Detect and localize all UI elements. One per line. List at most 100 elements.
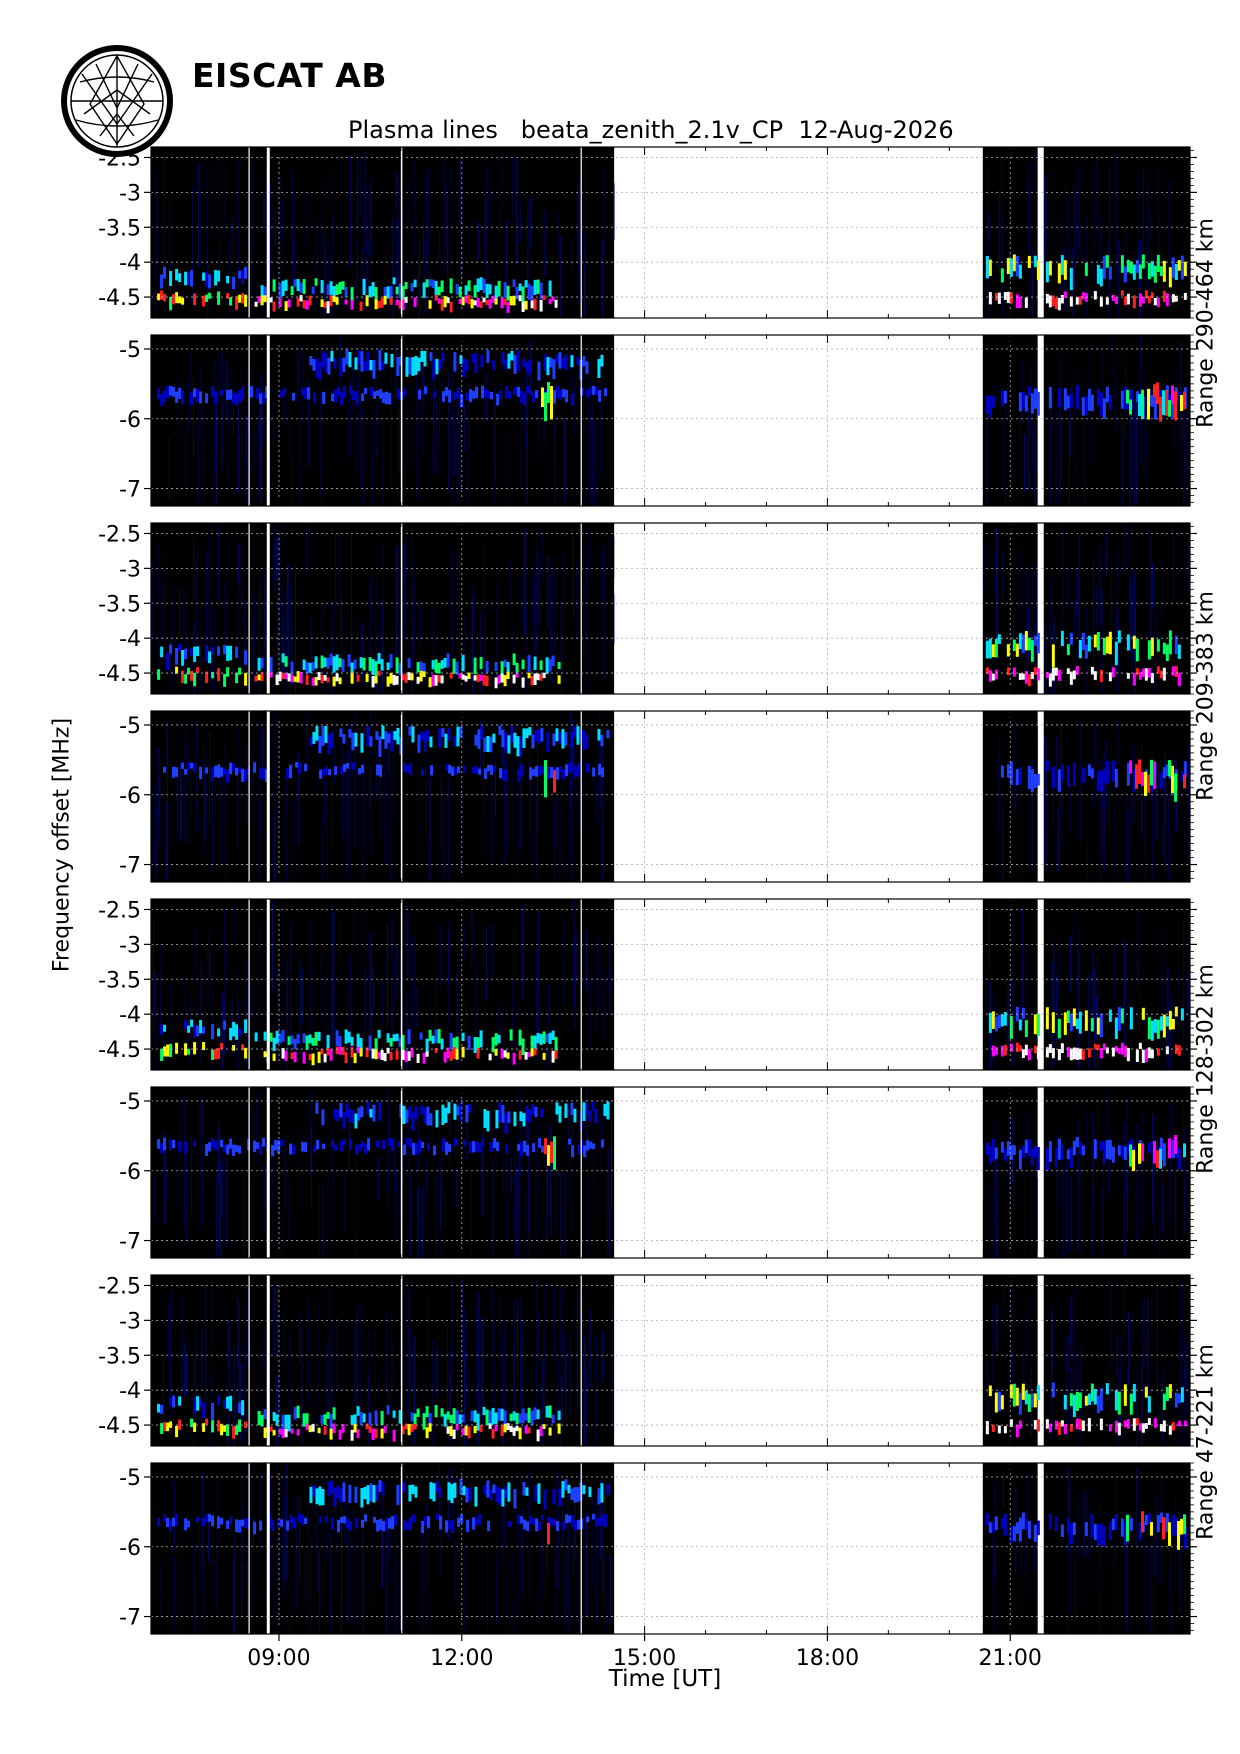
gap-line xyxy=(580,523,582,694)
y-tick-label: -7 xyxy=(119,478,141,503)
gap-line xyxy=(248,1463,250,1634)
range-label-1: Range 290-464 km xyxy=(1193,218,1219,428)
data-block-night xyxy=(1043,1463,1190,1634)
panel-2: -5 -6 -7 xyxy=(119,334,1197,507)
gridlines xyxy=(151,1463,1190,1634)
panel-4: -5 -6 -7 xyxy=(119,710,1197,883)
gap-line xyxy=(400,1275,403,1446)
panel-frame xyxy=(150,710,1191,883)
y-axis-label: Frequency offset [MHz] xyxy=(49,717,75,973)
background-streaks xyxy=(155,147,1170,318)
gap-line xyxy=(400,1463,403,1634)
gap-line xyxy=(580,899,582,1070)
data-block-night xyxy=(1043,1087,1190,1258)
panel-8: -5 -6 -7 09:00 12:00 15:00 18:00 21:00 xyxy=(119,1462,1197,1671)
gap-line xyxy=(400,1087,403,1258)
y-tick-label: -6 xyxy=(119,408,141,433)
background-streaks xyxy=(163,1277,1188,1446)
y-tick-label: -7 xyxy=(119,1606,141,1631)
panel-frame xyxy=(150,522,1191,695)
enhancement-features xyxy=(157,1478,1187,1550)
gap-line xyxy=(400,711,403,882)
gap-line xyxy=(248,147,250,318)
enhancement-features xyxy=(157,254,1187,314)
background-streaks xyxy=(152,1464,1191,1634)
y-tick-label: -3.5 xyxy=(98,968,141,993)
y-tick-label: -5 xyxy=(119,1466,141,1491)
panel-frame xyxy=(150,898,1191,1071)
enhancement-features xyxy=(160,1006,1184,1066)
range-label-2: Range 209-383 km xyxy=(1193,591,1219,801)
y-tick-label: -3.5 xyxy=(98,216,141,241)
gap-line xyxy=(400,523,403,694)
x-tick-label: 09:00 xyxy=(247,1646,310,1671)
gap-line xyxy=(580,1275,582,1446)
y-tick-label: -3 xyxy=(119,933,141,958)
y-tick-label: -5 xyxy=(119,338,141,363)
gridlines xyxy=(151,147,1190,318)
panel-frame xyxy=(150,1274,1191,1447)
y-tick-label: -3 xyxy=(119,181,141,206)
panel-frame xyxy=(150,334,1191,507)
y-tick-label: -4 xyxy=(119,627,141,652)
data-block-night xyxy=(1043,335,1190,506)
y-tick-label: -4 xyxy=(119,251,141,276)
panel-frame xyxy=(150,1462,1191,1635)
gap-line xyxy=(266,1275,270,1446)
y-tick-label: -6 xyxy=(119,784,141,809)
y-tick-label: -4.5 xyxy=(98,662,141,687)
y-tick-label: -2.5 xyxy=(98,898,141,923)
gap-line xyxy=(266,523,270,694)
gridlines xyxy=(151,1087,1190,1258)
x-tick-label: 18:00 xyxy=(796,1646,859,1671)
gap-line xyxy=(248,335,250,506)
data-block-night xyxy=(1043,899,1190,1070)
gap-line xyxy=(266,899,270,1070)
gap-line xyxy=(400,335,403,506)
y-tick-label: -4.5 xyxy=(98,1038,141,1063)
enhancement-features xyxy=(157,630,1181,689)
panel-5: -2.5 -3 -3.5 -4 -4.5 xyxy=(98,898,1197,1071)
y-tick-label: -4.5 xyxy=(98,286,141,311)
y-tick-label: -3 xyxy=(119,557,141,582)
x-tick-label: 21:00 xyxy=(979,1646,1042,1671)
range-label-3: Range 128-302 km xyxy=(1193,964,1219,1174)
enhancement-features xyxy=(163,725,1187,802)
gap-line xyxy=(248,523,250,694)
x-tick-label: 15:00 xyxy=(613,1646,676,1671)
brand-name: EISCAT AB xyxy=(192,56,387,95)
gap-line xyxy=(580,335,582,506)
panel-1: -2.5-3-3.5-4-4.5 xyxy=(98,146,1197,319)
gridlines xyxy=(151,335,1190,506)
gap-line xyxy=(400,147,403,318)
y-tick-label: -3.5 xyxy=(98,1344,141,1369)
gap-line xyxy=(266,1087,270,1258)
y-tick-label: -4 xyxy=(119,1003,141,1028)
y-tick-label: -7 xyxy=(119,1230,141,1255)
y-tick-label: -4 xyxy=(119,1379,141,1404)
background-streaks xyxy=(154,1088,1186,1258)
eiscat-logo xyxy=(60,44,175,159)
y-tick-label: -4.5 xyxy=(98,1414,141,1439)
gap-line xyxy=(580,1087,582,1258)
gap-line xyxy=(266,335,270,506)
panel-frame xyxy=(150,1086,1191,1259)
gridlines xyxy=(151,1275,1190,1446)
x-tick-label: 12:00 xyxy=(430,1646,493,1671)
panel-7: -2.5 -3 -3.5 -4 -4.5 xyxy=(98,1274,1197,1447)
y-tick-label: -5 xyxy=(119,1090,141,1115)
gap-line xyxy=(248,1275,250,1446)
enhancement-features xyxy=(157,1101,1187,1172)
gap-line xyxy=(266,147,270,318)
gap-line xyxy=(248,711,250,882)
panel-3: -2.5 -3 -3.5 -4 -4.5 xyxy=(98,522,1197,695)
gridlines xyxy=(151,523,1190,694)
y-tick-label: -2.5 xyxy=(98,522,141,547)
gap-line xyxy=(248,1087,250,1258)
range-label-4: Range 47-221 km xyxy=(1193,1344,1219,1540)
chart-title: Plasma lines beata_zenith_2.1v_CP 12-Aug… xyxy=(348,116,954,144)
y-tick-label: -3 xyxy=(119,1309,141,1334)
y-tick-label: -2.5 xyxy=(98,1274,141,1299)
y-tick-label: -5 xyxy=(119,714,141,739)
